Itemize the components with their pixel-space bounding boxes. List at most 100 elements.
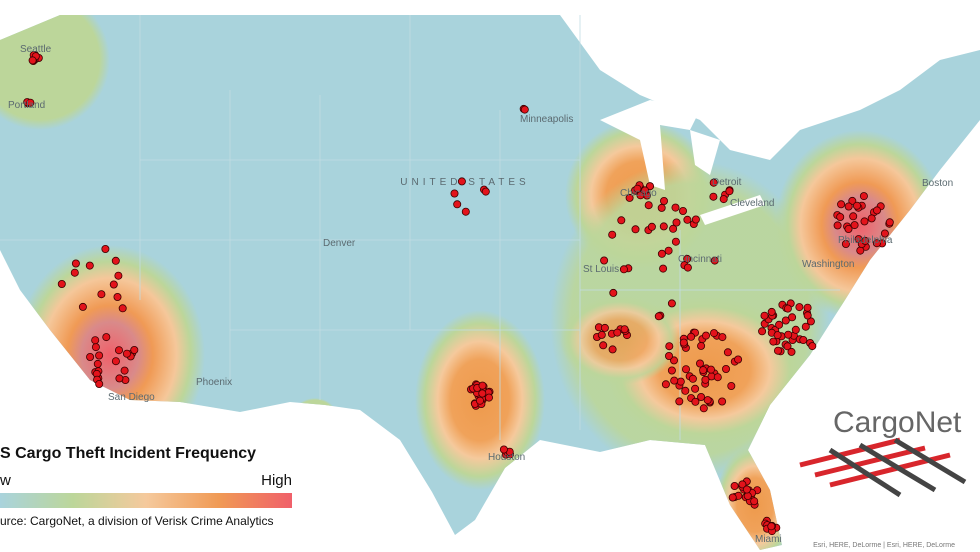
incident-dot	[609, 288, 618, 297]
incident-dot	[723, 348, 732, 357]
incident-dot	[885, 218, 894, 227]
city-label: Philadelphia	[838, 235, 893, 246]
incident-dot	[600, 323, 609, 332]
city-label: Cincinnati	[678, 254, 722, 265]
incident-dot	[808, 342, 817, 351]
city-label: Boston	[922, 178, 953, 189]
incident-dot	[670, 356, 679, 365]
great-lakes	[600, 100, 765, 225]
incident-dot	[102, 333, 111, 342]
state-borders	[0, 15, 840, 440]
incident-dot	[788, 313, 797, 322]
incident-dot	[28, 56, 37, 65]
incident-dot	[95, 379, 104, 388]
incident-dot	[450, 189, 459, 198]
incident-dot	[861, 236, 870, 245]
incident-dots	[23, 51, 894, 536]
country-label: UNITED STATES	[400, 177, 529, 188]
incident-dot	[661, 380, 670, 389]
incident-dot	[801, 322, 810, 331]
incident-dot	[111, 256, 120, 265]
incident-dot	[791, 325, 800, 334]
incident-dot	[836, 212, 845, 221]
incident-dot	[122, 349, 131, 358]
incident-dot	[484, 393, 493, 402]
incident-dot	[783, 342, 792, 351]
incident-dot	[844, 224, 853, 233]
incident-dot	[769, 337, 778, 346]
incident-dot	[667, 299, 676, 308]
city-label: Portland	[8, 100, 45, 111]
incident-dot	[475, 396, 484, 405]
incident-dot	[767, 307, 776, 316]
incident-dot	[95, 351, 104, 360]
incident-dot	[478, 389, 487, 398]
incident-dot	[841, 239, 850, 248]
incident-dot	[647, 222, 656, 231]
incident-dot	[709, 178, 718, 187]
incident-dot	[619, 265, 628, 274]
incident-dot	[671, 237, 680, 246]
incident-dot	[481, 187, 490, 196]
incident-dot	[849, 212, 858, 221]
incident-dot	[86, 352, 95, 361]
incident-dot	[725, 187, 734, 196]
incident-dot	[669, 224, 678, 233]
incident-dot	[837, 200, 846, 209]
incident-dot	[710, 256, 719, 265]
incident-dot	[608, 230, 617, 239]
legend-source: urce: CargoNet, a division of Verisk Cri…	[0, 514, 273, 528]
incident-dot	[691, 215, 700, 224]
incident-dot	[784, 330, 793, 339]
incident-dot	[631, 225, 640, 234]
incident-dot	[679, 206, 688, 215]
incident-dot	[703, 396, 712, 405]
incident-dot	[115, 374, 124, 383]
incident-dot	[844, 202, 853, 211]
incident-dot	[70, 268, 79, 277]
incident-dot	[799, 335, 808, 344]
incident-dot	[767, 522, 776, 531]
incident-dot	[114, 271, 123, 280]
incident-dot	[872, 239, 881, 248]
incident-dot	[457, 177, 466, 186]
incident-dot	[659, 264, 668, 273]
incident-dot	[697, 392, 706, 401]
incident-dot	[867, 214, 876, 223]
city-label: St Louis	[583, 264, 619, 275]
incident-dot	[880, 229, 889, 238]
incident-dot	[853, 201, 862, 210]
incident-dot	[718, 397, 727, 406]
incident-dot	[750, 497, 759, 506]
incident-dot	[743, 491, 752, 500]
incident-dot	[679, 338, 688, 347]
incident-dot	[795, 303, 804, 312]
city-label: Chicago	[620, 188, 657, 199]
incident-dot	[718, 333, 727, 342]
city-label: Houston	[488, 452, 525, 463]
incident-dot	[478, 381, 487, 390]
incident-dot	[672, 218, 681, 227]
incident-dot	[97, 290, 106, 299]
incident-dot	[597, 330, 606, 339]
incident-dot	[91, 336, 100, 345]
incident-dot	[654, 312, 663, 321]
city-label: San Diego	[108, 392, 155, 403]
city-label: Phoenix	[196, 377, 232, 388]
incident-dot	[118, 304, 127, 313]
incident-dot	[613, 328, 622, 337]
incident-dot	[738, 480, 747, 489]
logo-text: CargoNet	[833, 406, 962, 439]
incident-dot	[787, 347, 796, 356]
incident-dot	[670, 376, 679, 385]
incident-dot	[687, 332, 696, 341]
incident-dot	[499, 445, 508, 454]
incident-dot	[665, 342, 674, 351]
incident-dot	[803, 303, 812, 312]
incident-dot	[688, 374, 697, 383]
incident-dot	[115, 346, 124, 355]
incident-dot	[859, 192, 868, 201]
incident-dot	[667, 366, 676, 375]
incident-dot	[660, 196, 669, 205]
incident-dot	[600, 256, 609, 265]
